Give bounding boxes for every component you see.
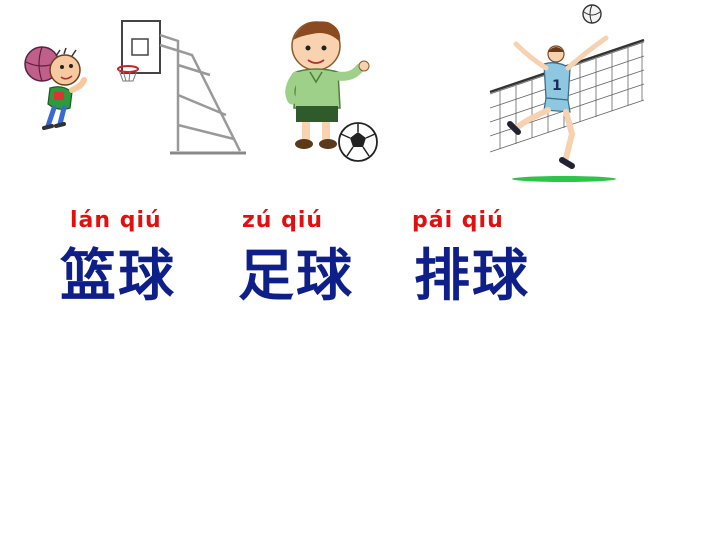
pinyin-soccer: zú qiú <box>242 208 324 233</box>
basketball-hoop-illustration <box>117 20 246 155</box>
jersey-number: 1 <box>552 78 562 94</box>
hanzi-volleyball: 排球 <box>414 244 530 309</box>
soccer-boy-illustration <box>285 21 378 162</box>
hanzi-soccer: 足球 <box>238 244 354 309</box>
hanzi-basketball: 篮球 <box>60 244 176 309</box>
basketball-kid-illustration <box>24 46 87 130</box>
pinyin-basketball: lán qiú <box>70 208 162 233</box>
volleyball-player-illustration: 1 <box>489 4 645 182</box>
pinyin-volleyball: pái qiú <box>412 208 504 233</box>
